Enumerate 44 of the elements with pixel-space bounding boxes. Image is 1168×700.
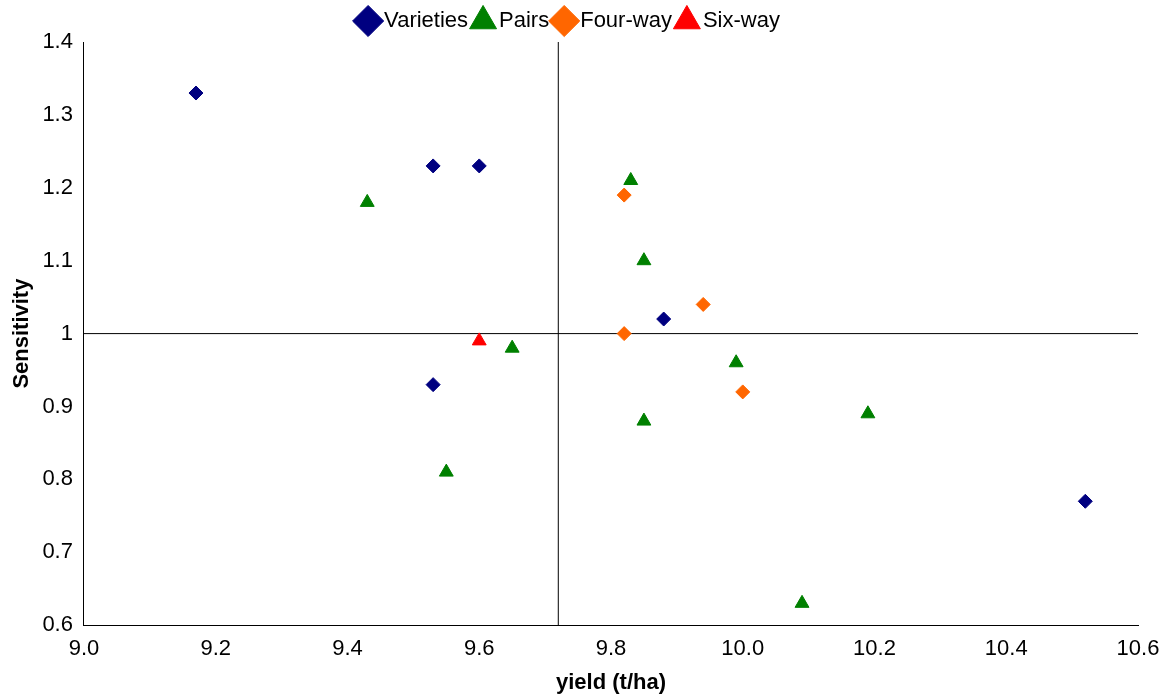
x-tick-label: 9.2 [200,635,232,661]
y-tick-label: 0.8 [42,465,73,491]
point [636,252,652,266]
x-tick-label: 9.0 [68,635,100,661]
point [471,332,487,346]
point [504,339,520,353]
point [425,377,441,393]
point [636,412,652,426]
point [735,384,751,400]
x-tick-label: 9.8 [595,635,627,661]
point [794,594,810,608]
point [359,193,375,207]
point [471,158,487,174]
point [438,463,454,477]
y-tick-label: 1.3 [42,100,73,126]
y-tick-label: 1.1 [42,246,73,272]
y-tick-label: 1.4 [42,28,73,54]
x-tick-label: 10.4 [984,635,1028,661]
legend-label: Six-way [702,7,780,33]
point [1077,493,1093,509]
x-tick-label: 9.4 [332,635,363,661]
point [695,296,711,312]
legend-label: Pairs [499,7,550,33]
point [860,405,876,419]
point [425,158,441,174]
point [616,326,632,342]
point [656,311,672,327]
x-tick-label: 10.0 [721,635,765,661]
point [616,187,632,203]
x-axis-title: yield (t/ha) [555,668,666,694]
legend-label: Four-way [580,7,672,33]
y-axis-title: Sensitivity [8,277,34,389]
y-tick-label: 0.6 [42,611,73,637]
point [728,354,744,368]
y-tick-label: 0.7 [42,538,73,564]
legend-label: Varieties [384,7,469,33]
point [188,85,204,101]
y-tick-label: 0.9 [42,392,73,418]
x-tick-label: 9.6 [463,635,495,661]
x-tick-label: 10.2 [853,635,896,661]
y-tick-label: 1 [60,319,73,345]
y-tick-label: 1.2 [42,173,73,199]
x-tick-label: 10.6 [1116,635,1160,661]
point [623,172,639,186]
